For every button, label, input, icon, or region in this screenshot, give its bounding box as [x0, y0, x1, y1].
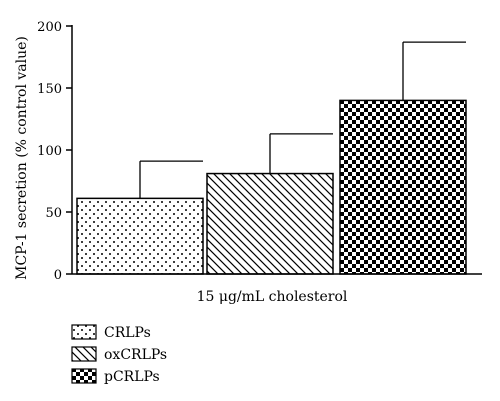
bar-oxcrlps [206, 172, 334, 275]
legend-swatch-oxcrlps [71, 346, 97, 362]
bar-crlps [76, 197, 204, 275]
legend-swatch-pcrlps [71, 368, 97, 384]
y-tick-label: 0 [54, 268, 62, 283]
y-tick-label: 50 [45, 206, 62, 221]
bars [76, 99, 467, 275]
legend-swatch-crlps [71, 324, 97, 340]
y-axis-title: MCP-1 secretion (% control value) [14, 36, 30, 280]
legend-label-pcrlps: pCRLPs [104, 369, 160, 385]
legend: CRLPs oxCRLPs pCRLPs [71, 324, 167, 385]
bar-pcrlps [339, 99, 467, 275]
x-axis-title: 15 μg/mL cholesterol [197, 289, 348, 305]
y-tick-label: 100 [37, 144, 62, 159]
y-tick-label: 150 [37, 82, 62, 97]
y-tick-label: 200 [37, 20, 62, 35]
legend-label-crlps: CRLPs [104, 325, 151, 341]
legend-label-oxcrlps: oxCRLPs [104, 347, 167, 363]
y-axis: 0 50 100 150 200 [37, 20, 73, 283]
error-bars [139, 41, 466, 199]
